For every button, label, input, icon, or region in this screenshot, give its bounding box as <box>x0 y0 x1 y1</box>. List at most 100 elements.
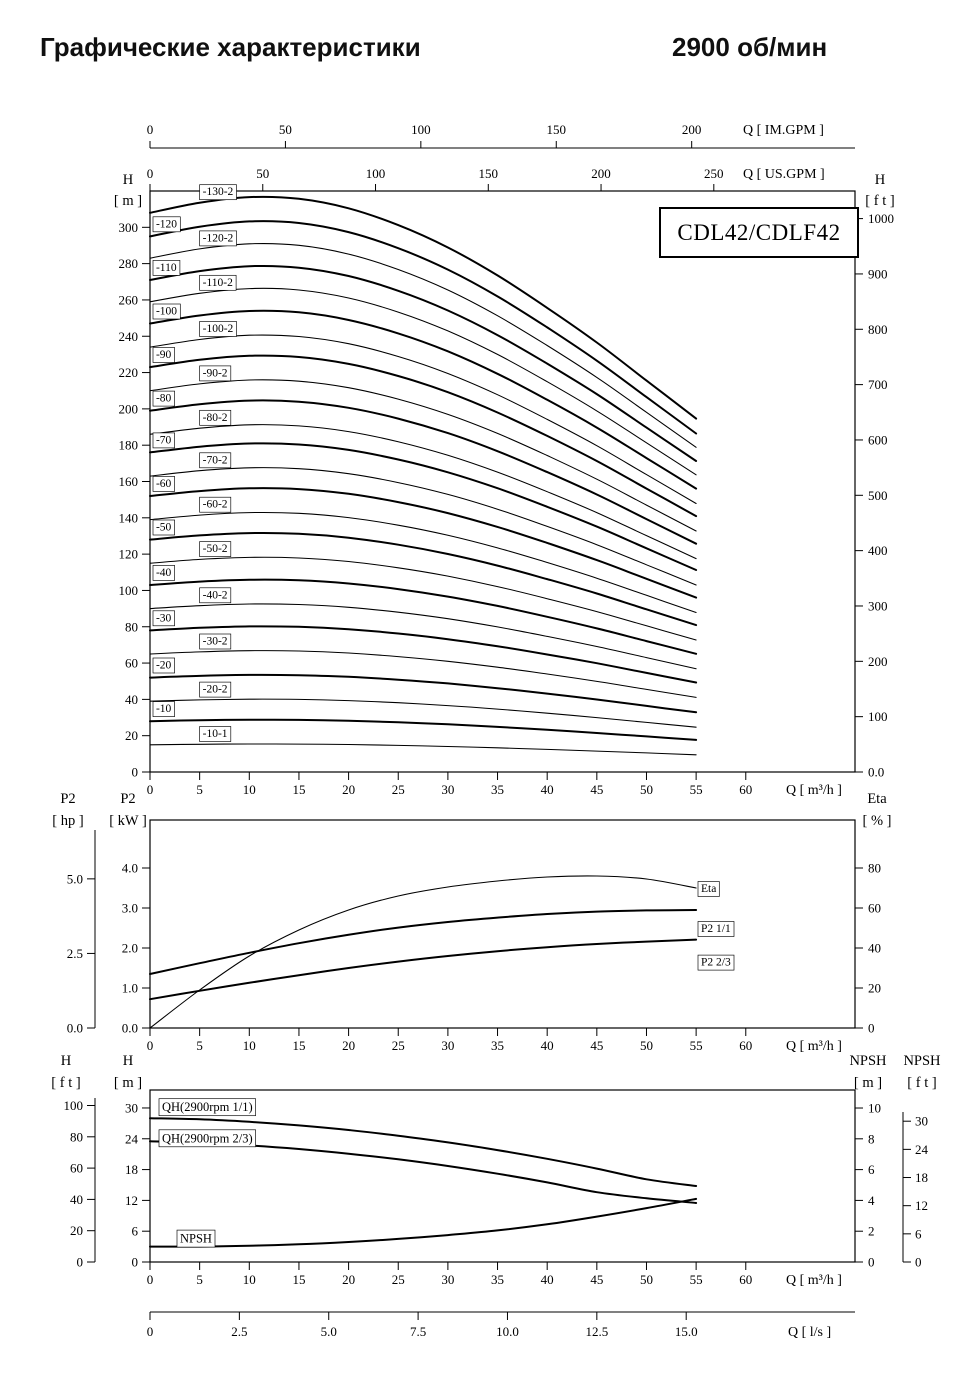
stage-label-20-2: -20-2 <box>199 681 232 698</box>
npsh-ft-tick-label: 30 <box>915 1114 928 1129</box>
pump-curve-120 <box>149 220 698 435</box>
q-tick-label: 5 <box>196 1038 203 1053</box>
stage-label-70: -70 <box>152 432 175 449</box>
pump-curve-10-1 <box>149 743 697 756</box>
h-ft-axis-title: H <box>61 1053 72 1069</box>
npsh-ft-tick-label: 6 <box>915 1226 922 1241</box>
curve-label-box <box>697 881 720 897</box>
curve-label-box <box>697 921 735 937</box>
curve-label-box <box>152 476 175 492</box>
h-m-tick-label: 6 <box>132 1224 139 1239</box>
curve-label-box <box>152 519 175 536</box>
curve-label-box <box>152 390 175 407</box>
eta-tick-label: 80 <box>868 861 881 876</box>
h-m-tick-label: 260 <box>119 292 139 307</box>
p2-hp-tick-label: 0.0 <box>67 1021 83 1036</box>
pump-curve-100-2 <box>149 334 697 505</box>
curve-label-box <box>152 216 181 233</box>
h-m-tick-label: 60 <box>125 656 138 671</box>
eta-tick-label: 40 <box>868 941 881 956</box>
stage-label-100-2: -100-2 <box>199 321 237 337</box>
npsh-m-tick-label: 8 <box>868 1131 875 1146</box>
stage-label-20: -20 <box>152 657 175 674</box>
stage-label-10: -10 <box>152 701 175 717</box>
h-ft-tick-label: 800 <box>868 322 888 337</box>
h-m-tick-label: 120 <box>119 547 139 562</box>
h-ft-tick-label: 400 <box>868 543 888 558</box>
eta-tick-label: 20 <box>868 981 881 996</box>
q-tick-label: 20 <box>342 1038 355 1053</box>
curve-label-box <box>199 541 232 557</box>
h-ft-tick-label: 1000 <box>868 211 894 226</box>
curve-label-box <box>697 954 735 971</box>
power-chart-frame <box>149 819 856 1029</box>
pump-curve-90-2 <box>149 379 697 532</box>
h-ft-tick-label: 200 <box>868 654 888 669</box>
h-m-tick-label: 300 <box>119 220 139 235</box>
page-rpm-label: 2900 об/мин <box>672 32 828 62</box>
curve-label-text: -130-2 <box>203 186 234 198</box>
curve-label-text: -80-2 <box>203 412 228 424</box>
q-ls-axis-title: Q [ l/s ] <box>788 1325 831 1340</box>
npsh-m-tick-label: 2 <box>868 1224 875 1239</box>
h-m-tick-label: 80 <box>125 619 138 634</box>
eta-tick-label: 60 <box>868 901 881 916</box>
q-ls-tick-label: 7.5 <box>410 1324 426 1339</box>
p2-hp-axis-unit: [ hp ] <box>52 813 83 829</box>
label-NPSH: NPSH <box>176 1229 216 1248</box>
label-QH-2900rpm-1-1-: QH(2900rpm 1/1) <box>158 1098 256 1117</box>
stage-label-60-2: -60-2 <box>199 496 232 513</box>
h-m-tick-label: 12 <box>125 1193 138 1208</box>
h-m-tick-label: 18 <box>125 1162 138 1177</box>
q-tick-label: 15 <box>292 1272 305 1287</box>
h-ft-tick-label: 0 <box>77 1255 84 1270</box>
curve-label-text: -40 <box>156 567 172 579</box>
stage-label-70-2: -70-2 <box>199 452 232 469</box>
h-m-axis-title: H <box>123 1053 134 1069</box>
stage-label-30: -30 <box>152 610 175 627</box>
h-m-tick-label: 24 <box>125 1131 139 1146</box>
curve-label-text: -20 <box>156 660 172 672</box>
curve-label-box <box>152 303 181 320</box>
curve-QH-2900rpm-1-1- <box>149 1117 698 1187</box>
h-ft-tick-label: 500 <box>868 488 888 503</box>
curve-label-text: -90 <box>156 349 172 361</box>
curve-label-box <box>199 452 232 469</box>
h-m-tick-label: 0 <box>132 765 139 780</box>
npsh-ft-tick-label: 18 <box>915 1170 928 1185</box>
npsh-m-axis-title: NPSH <box>849 1053 887 1069</box>
pump-curve-30 <box>149 625 698 684</box>
q-usgpm-axis-title: Q [ US.GPM ] <box>743 167 825 182</box>
pump-curve-60 <box>149 487 698 599</box>
pump-curve-110-2 <box>149 287 697 476</box>
curve-label-box <box>199 365 232 382</box>
q-ls-tick-label: 2.5 <box>231 1324 247 1339</box>
im-gpm-tick-label: 0 <box>147 122 154 137</box>
us-gpm-tick-label: 0 <box>147 166 154 181</box>
pump-curve-40-2 <box>149 603 697 670</box>
q-ls-tick-label: 0 <box>147 1324 154 1339</box>
q-tick-label: 40 <box>541 1038 554 1053</box>
stage-label-30-2: -30-2 <box>199 633 232 650</box>
curve-label-text: Eta <box>701 883 716 895</box>
q-tick-label: 30 <box>441 1272 454 1287</box>
h-ft-tick-label: 0.0 <box>868 765 884 780</box>
stage-label-120-2: -120-2 <box>199 230 237 247</box>
curve-label-box <box>152 701 175 717</box>
h-ft-tick-label: 900 <box>868 266 888 281</box>
pump-curve-20-2 <box>149 698 697 728</box>
h-m-axis-title: H <box>123 172 134 188</box>
q-tick-label: 45 <box>590 1272 603 1287</box>
eta-axis-title: Eta <box>867 791 887 807</box>
h-ft-tick-label: 60 <box>70 1161 83 1176</box>
q-ls-tick-label: 12.5 <box>585 1324 608 1339</box>
pump-curve-110 <box>149 264 698 462</box>
h-m-tick-label: 0 <box>132 1255 139 1270</box>
curve-label-box <box>152 347 175 363</box>
p2-kw-tick-label: 4.0 <box>122 861 138 876</box>
h-ft-tick-label: 80 <box>70 1129 83 1144</box>
q-tick-label: 30 <box>441 782 454 797</box>
stage-label-130-2: -130-2 <box>199 184 237 201</box>
q-imgpm-axis-title: Q [ IM.GPM ] <box>743 123 824 138</box>
